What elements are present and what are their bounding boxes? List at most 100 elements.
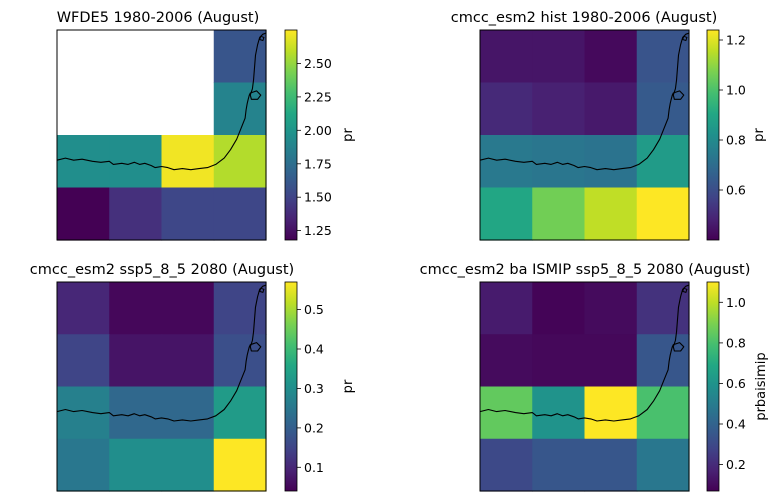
- heatmap-cell: [636, 334, 690, 388]
- heatmap-cell: [584, 82, 638, 136]
- colorbar: [706, 281, 720, 492]
- heatmap-cell: [161, 135, 215, 189]
- heatmap-cell: [480, 187, 533, 241]
- heatmap-cell: [57, 438, 110, 492]
- heatmap-cell: [584, 30, 638, 84]
- heatmap-cell: [584, 282, 638, 335]
- colorbar: [284, 281, 298, 492]
- colorbar-tick-label: 1.0: [726, 83, 746, 98]
- colorbar-label: pr: [752, 128, 767, 142]
- coastline-islet: [259, 287, 265, 294]
- colorbar-tick-label: 0.5: [304, 302, 324, 317]
- heatmap-cell: [584, 334, 638, 388]
- heatmap-cell: [109, 438, 163, 492]
- heatmap-cell: [213, 386, 267, 440]
- heatmap-cell: [636, 282, 690, 335]
- heatmap-cell: [480, 282, 533, 335]
- colorbar-tick-label: 1.2: [726, 33, 746, 48]
- colorbar-tick-label: 1.25: [304, 223, 332, 238]
- heatmap-cell: [213, 135, 267, 189]
- heatmap-cell: [161, 187, 215, 241]
- colorbar: [706, 29, 720, 241]
- heatmap-cell: [636, 82, 690, 136]
- coastline-islet: [682, 35, 688, 42]
- colorbar: [284, 29, 298, 241]
- heatmap-cell: [109, 386, 163, 440]
- heatmap-cell: [161, 386, 215, 440]
- map-frame: [56, 29, 267, 241]
- heatmap-cell: [161, 334, 215, 388]
- heatmap-cell: [636, 187, 690, 241]
- heatmap-cell: [636, 135, 690, 189]
- heatmap-cell: [480, 30, 533, 84]
- colorbar-tick-label: 2.25: [304, 89, 332, 104]
- coastline: [479, 32, 690, 171]
- panel-title: cmcc_esm2 ssp5_8_5 2080 (August): [30, 262, 294, 278]
- coastline-islet: [259, 35, 265, 42]
- colorbar-tick-label: 0.2: [304, 420, 324, 435]
- heatmap-cell: [213, 82, 267, 136]
- heatmap-cell: [532, 386, 586, 440]
- colorbar-tick-label: 2.50: [304, 56, 332, 71]
- heatmap-cell: [480, 135, 533, 189]
- panel-title: cmcc_esm2 ba ISMIP ssp5_8_5 2080 (August…: [420, 262, 751, 278]
- heatmap-cell: [161, 438, 215, 492]
- coastline-islet: [682, 287, 688, 294]
- panel-title: WFDE5 1980-2006 (August): [57, 10, 260, 26]
- colorbar-tick-label: 0.4: [304, 342, 324, 357]
- heatmap-cell: [480, 438, 533, 492]
- heatmap-cell: [57, 386, 110, 440]
- heatmap-cell: [636, 386, 690, 440]
- map-frame: [479, 29, 690, 241]
- coastline: [56, 284, 267, 422]
- heatmap-cell: [213, 187, 267, 241]
- heatmap-cell: [584, 187, 638, 241]
- heatmap-cell: [480, 386, 533, 440]
- heatmap-cell: [480, 82, 533, 136]
- heatmap-cell: [636, 438, 690, 492]
- colorbar-tick-label: 2.00: [304, 123, 332, 138]
- heatmap-cell: [57, 135, 110, 189]
- colorbar-tick-label: 0.8: [726, 133, 746, 148]
- coastline: [479, 284, 690, 422]
- colorbar-tick-label: 0.3: [304, 381, 324, 396]
- heatmap-cell: [584, 386, 638, 440]
- heatmap-cell: [109, 282, 163, 335]
- colorbar-label: pr: [341, 379, 356, 393]
- colorbar-tick-label: 0.8: [726, 335, 746, 350]
- heatmap-cell: [57, 282, 110, 335]
- heatmap-cell: [532, 82, 586, 136]
- colorbar-tick-label: 0.2: [726, 457, 746, 472]
- heatmap-cell: [213, 334, 267, 388]
- heatmap-cell: [161, 282, 215, 335]
- colorbar-tick-label: 0.4: [726, 417, 746, 432]
- heatmap-cell: [636, 30, 690, 84]
- heatmap-cell: [109, 334, 163, 388]
- heatmap-cell: [584, 135, 638, 189]
- heatmap-cell: [57, 334, 110, 388]
- heatmap-cell: [57, 187, 110, 241]
- colorbar-tick-label: 1.75: [304, 156, 332, 171]
- heatmap-cell: [213, 438, 267, 492]
- heatmap-cell: [109, 187, 163, 241]
- heatmap-cell: [532, 438, 586, 492]
- colorbar-tick-label: 0.1: [304, 460, 324, 475]
- colorbar-label: pr: [341, 128, 356, 142]
- heatmap-cell: [480, 334, 533, 388]
- panel-3: cmcc_esm2 ssp5_8_5 2080 (August) 0.1 0.2 0.…: [30, 262, 356, 492]
- heatmap-cell: [213, 30, 267, 84]
- panel-title: cmcc_esm2 hist 1980-2006 (August): [451, 10, 718, 26]
- colorbar-tick-label: 1.50: [304, 190, 332, 205]
- colorbar-tick-label: 1.0: [726, 295, 746, 310]
- panel-4: cmcc_esm2 ba ISMIP ssp5_8_5 2080 (August…: [420, 262, 769, 492]
- heatmap-cell: [584, 438, 638, 492]
- heatmap-cell: [213, 282, 267, 335]
- heatmap-cell: [532, 334, 586, 388]
- coastline: [56, 32, 267, 171]
- heatmap-cell: [532, 30, 586, 84]
- map-frame: [479, 281, 690, 492]
- colorbar-tick-label: 0.6: [726, 183, 746, 198]
- map-frame: [56, 281, 267, 492]
- panel-2: cmcc_esm2 hist 1980-2006 (August) 0.6 0.8 1…: [451, 10, 767, 241]
